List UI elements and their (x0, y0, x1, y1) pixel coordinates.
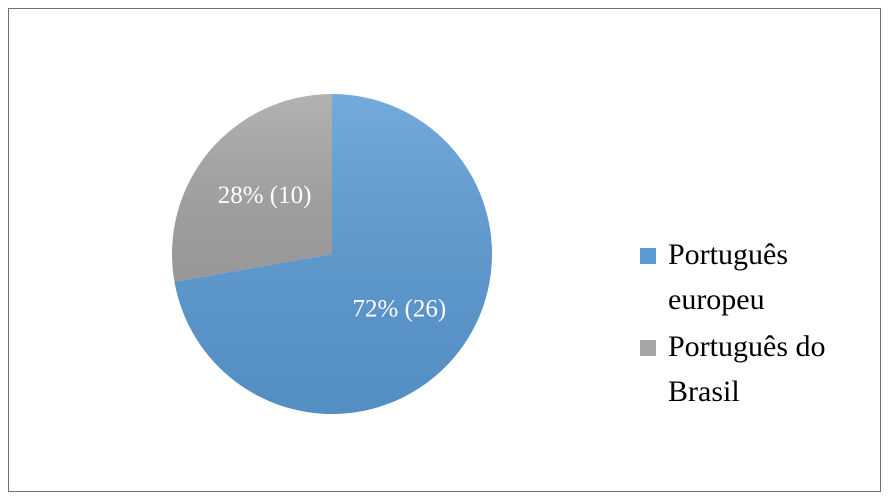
legend-entry: Português europeu (640, 232, 855, 322)
slice-shade (174, 94, 492, 414)
legend: Português europeu Português do Brasil (640, 232, 855, 416)
legend-swatch (640, 340, 656, 356)
data-label: 28% (10) (218, 182, 312, 209)
legend-swatch (640, 248, 656, 264)
data-label: 72% (26) (353, 295, 447, 322)
slice-shade (171, 94, 332, 282)
legend-label: Português do Brasil (668, 330, 826, 408)
legend-label: Português europeu (668, 238, 788, 316)
legend-entry: Português do Brasil (640, 324, 855, 414)
